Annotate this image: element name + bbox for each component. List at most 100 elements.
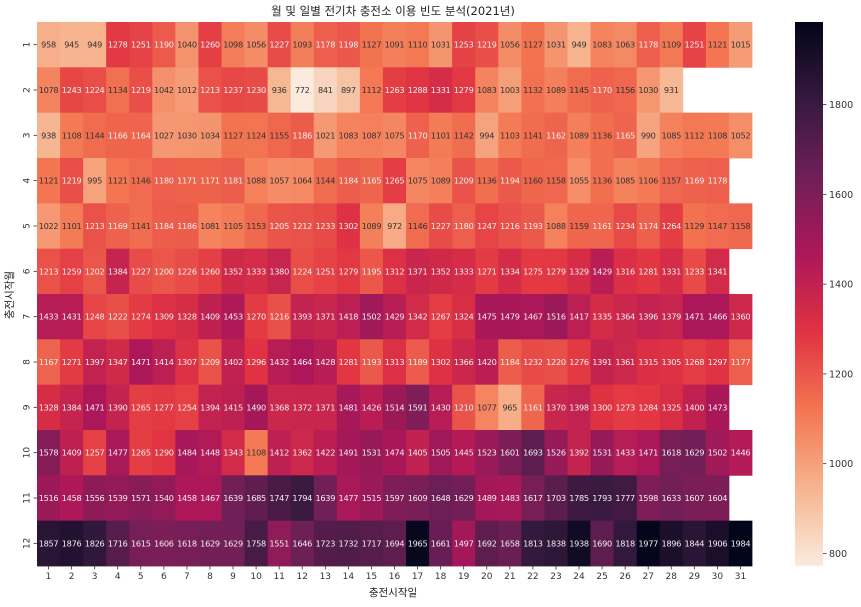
cell-value-label: 1121 [708,40,728,50]
cell-value-label: 1475 [477,312,497,322]
heatmap-cell [705,294,730,340]
heatmap-cell [198,294,222,340]
cell-value-label: 1210 [454,402,474,412]
cell-value-label: 1243 [62,85,82,95]
heatmap-cell [406,294,430,340]
cell-value-label: 1216 [500,221,520,231]
heatmap-cell [475,112,499,159]
heatmap-cell [198,203,222,250]
cell-value-label: 1906 [708,538,728,548]
cell-value-label: 1471 [131,357,151,367]
cell-value-label: 972 [387,221,402,231]
cell-value-label: 1777 [615,493,635,503]
cell-value-label: 1615 [131,538,151,548]
cell-value-label: 1328 [177,312,197,322]
heatmap-cell [567,384,591,431]
heatmap-cell [175,520,199,567]
cell-value-label: 1703 [546,493,566,503]
cell-value-label: 1396 [638,312,658,322]
heatmap-cell [636,384,661,431]
heatmap-cell [429,294,453,340]
cell-value-label: 1132 [523,85,543,95]
heatmap-cell [267,475,292,522]
cell-value-label: 1237 [223,85,243,95]
heatmap-cell [60,294,84,340]
heatmap-cell [198,67,222,114]
heatmap-cell [290,430,315,476]
heatmap-cell [290,520,315,567]
heatmap-cell [267,520,292,567]
heatmap-cell [636,294,661,340]
cell-value-label: 841 [318,85,333,95]
cell-value-label: 1618 [661,448,681,458]
heatmap-cell [221,475,245,522]
cell-value-label: 1453 [223,312,243,322]
heatmap-cell [221,248,245,295]
cell-value-label: 1826 [85,538,105,548]
cell-value-label: 1312 [385,266,405,276]
heatmap-cell [244,203,269,250]
heatmap-cell [544,158,568,204]
heatmap-cell [613,203,638,250]
x-tick-label: 1 [46,572,52,582]
cell-value-label: 1145 [569,85,589,95]
heatmap-cell [198,248,222,295]
y-tick-label: 9 [23,404,33,410]
heatmap-cell [37,203,61,250]
heatmap-cell [244,158,269,204]
heatmap-cell [336,203,361,250]
heatmap-cell [244,430,269,476]
heatmap-cell [198,158,222,204]
heatmap-cell [705,203,730,250]
cell-value-label: 1040 [177,40,197,50]
cell-value-label: 1694 [385,538,405,548]
heatmap-cell [475,339,499,386]
heatmap-cell [544,384,568,431]
heatmap-cell [544,22,568,68]
cell-value-label: 1081 [200,221,220,231]
heatmap-cell [382,203,407,250]
cell-value-label: 1271 [477,266,497,276]
cell-value-label: 1257 [85,448,105,458]
cell-value-label: 1409 [200,312,220,322]
x-tick-label: 26 [619,572,631,582]
cell-value-label: 1333 [454,266,474,276]
cell-value-label: 1516 [39,493,59,503]
heatmap-cell [705,430,730,476]
heatmap-cell [175,112,199,159]
cell-value-label: 1177 [731,357,751,367]
heatmap-cell [452,520,476,567]
heatmap-cell [267,430,292,476]
cell-value-label: 1030 [638,85,658,95]
heatmap-cell [83,203,107,250]
cell-value-label: 1158 [731,221,751,231]
heatmap-cell [83,339,107,386]
heatmap-cell [106,520,130,567]
cell-value-label: 1089 [569,130,589,140]
heatmap-cell [590,339,615,386]
cell-value-label: 1309 [154,312,174,322]
cell-value-label: 1347 [108,357,128,367]
cell-value-label: 1247 [477,221,497,231]
heatmap-cell [221,22,245,68]
cell-value-label: 1505 [431,448,451,458]
heatmap-cell [37,384,61,431]
cell-value-label: 1136 [592,176,612,186]
heatmap-cell [429,520,453,567]
cell-value-label: 772 [295,85,310,95]
heatmap-cell [452,294,476,340]
cell-value-label: 1127 [362,40,382,50]
cell-value-label: 1169 [108,221,128,231]
cell-value-label: 1418 [339,312,359,322]
cell-value-label: 1171 [177,176,197,186]
cell-value-label: 1315 [638,357,658,367]
cell-value-label: 1089 [546,85,566,95]
heatmap-cell [382,294,407,340]
cell-value-label: 1415 [223,402,243,412]
cell-value-label: 1031 [546,40,566,50]
x-tick-label: 28 [666,572,678,582]
cell-value-label: 1209 [454,176,474,186]
heatmap-cell [406,475,430,522]
heatmap-cell [728,22,753,68]
cell-value-label: 1278 [108,40,128,50]
